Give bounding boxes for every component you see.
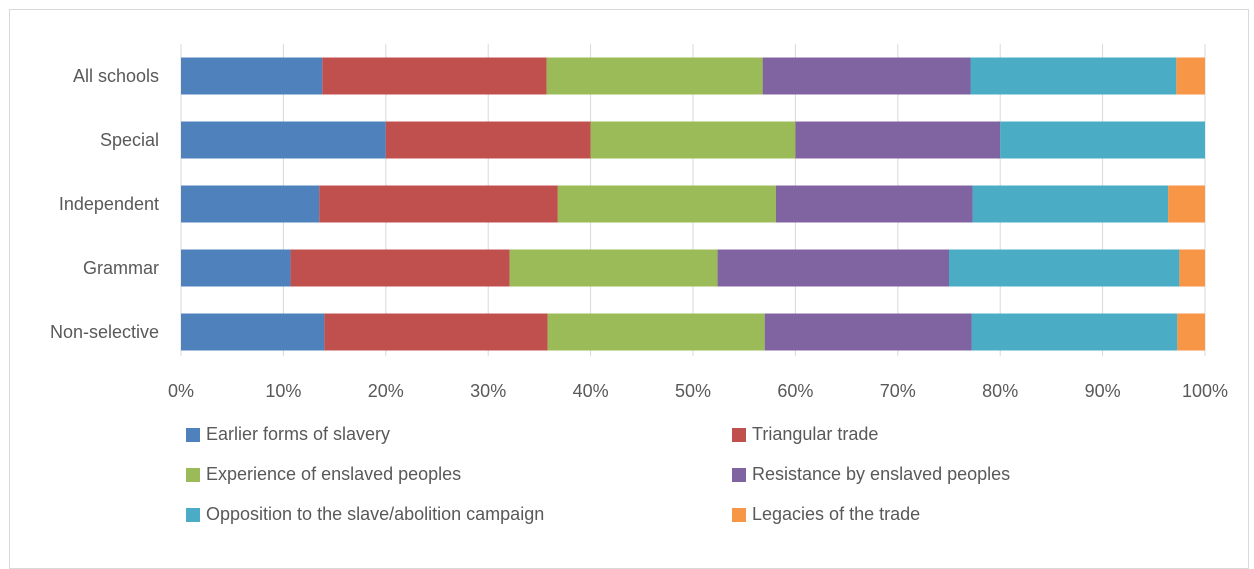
legend-label: Experience of enslaved peoples (206, 464, 462, 484)
category-label: Special (100, 130, 159, 150)
bar-segment (547, 313, 765, 351)
bar-segment (324, 313, 548, 351)
bar-segment (181, 185, 320, 223)
legend-item: Resistance by enslaved peoples (732, 464, 1010, 485)
bar-segment (1177, 313, 1205, 351)
legend-swatch (732, 467, 746, 482)
category-label: Independent (59, 194, 159, 214)
x-tick-label: 100% (1182, 381, 1228, 401)
legend-label: Triangular trade (752, 424, 879, 444)
bar-segment (557, 185, 776, 223)
category-labels: All schools Special Independent Grammar Non-… (50, 66, 159, 342)
x-tick-labels: 0% 10% 20% 30% 40% 50% 60% 70% 80% 90% 100% (168, 381, 1228, 401)
legend-item: Experience of enslaved peoples (186, 464, 461, 485)
bar-segment (546, 57, 763, 95)
bar-segment (1176, 57, 1205, 95)
x-tick-label: 30% (470, 381, 506, 401)
x-tick-label: 10% (265, 381, 301, 401)
x-tick-label: 70% (880, 381, 916, 401)
legend-swatch (186, 427, 200, 442)
x-tick-label: 90% (1085, 381, 1121, 401)
bar-segment (322, 57, 547, 95)
category-label: All schools (73, 66, 159, 86)
bar-segment (290, 249, 510, 287)
bars (181, 57, 1205, 351)
legend-swatch (186, 467, 200, 482)
legend-item: Opposition to the slave/abolition campai… (186, 504, 544, 525)
x-tick-label: 40% (573, 381, 609, 401)
x-tick-label: 50% (675, 381, 711, 401)
bar-segment (319, 185, 558, 223)
bar-segment (509, 249, 718, 287)
category-label: Non-selective (50, 322, 159, 342)
bar-segment (971, 313, 1178, 351)
x-tick-label: 20% (368, 381, 404, 401)
legend-item: Legacies of the trade (732, 504, 920, 525)
bar-segment (949, 249, 1180, 287)
x-tick-label: 80% (982, 381, 1018, 401)
bar-segment (775, 185, 973, 223)
bar-segment (181, 121, 386, 159)
bar-segment (972, 185, 1169, 223)
bar-segment (181, 249, 291, 287)
legend-label: Opposition to the slave/abolition campai… (206, 504, 545, 524)
bar-segment (181, 57, 323, 95)
x-tick-label: 0% (168, 381, 194, 401)
legend-item: Triangular trade (732, 424, 878, 445)
legend-item: Earlier forms of slavery (186, 424, 390, 445)
legend-label: Earlier forms of slavery (206, 424, 391, 444)
bar-segment (385, 121, 591, 159)
bar-segment (795, 121, 1001, 159)
legend-swatch (732, 427, 746, 442)
bar-segment (762, 57, 971, 95)
legend-label: Legacies of the trade (752, 504, 921, 524)
bar-segment (1168, 185, 1205, 223)
legend-swatch (732, 507, 746, 522)
bar-segment (1000, 121, 1205, 159)
bar-segment (970, 57, 1177, 95)
category-label: Grammar (83, 258, 159, 278)
bar-segment (717, 249, 949, 287)
bar-segment (590, 121, 796, 159)
x-tick-label: 60% (777, 381, 813, 401)
legend-label: Resistance by enslaved peoples (752, 464, 1011, 484)
bar-segment (764, 313, 972, 351)
bar-segment (1179, 249, 1205, 287)
stacked-bar-chart: All schools Special Independent Grammar Non-… (50, 44, 1228, 401)
bar-segment (181, 313, 325, 351)
legend-swatch (186, 507, 200, 522)
